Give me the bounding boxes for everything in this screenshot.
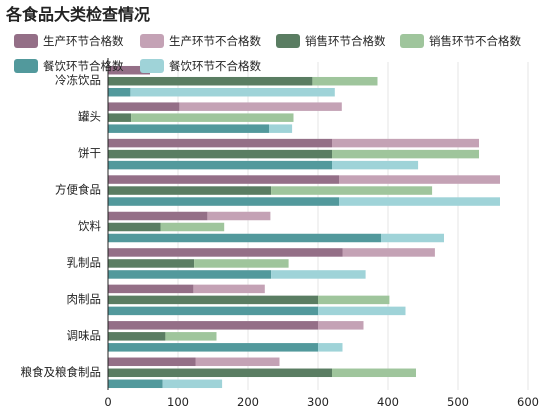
bar-item-3-cat-5[interactable] — [194, 259, 289, 268]
legend-label-1: 生产环节不合格数 — [169, 34, 261, 48]
legend-swatch-1 — [140, 34, 164, 48]
category-label-8: 粮食及粮食制品 — [21, 365, 102, 379]
bar-item-2-cat-1[interactable] — [108, 113, 132, 122]
bar-item-5-cat-8[interactable] — [162, 379, 223, 389]
bar-item-4-cat-8[interactable] — [108, 379, 163, 389]
legend-item-2[interactable]: 销售环节合格数 — [276, 34, 386, 48]
bar-item-5-cat-5[interactable] — [271, 270, 366, 279]
category-label-2: 饼干 — [78, 146, 101, 160]
legend-swatch-4 — [14, 59, 38, 73]
category-label-1: 罐头 — [78, 110, 101, 124]
legend-swatch-5 — [140, 59, 164, 73]
legend-item-1[interactable]: 生产环节不合格数 — [140, 34, 261, 48]
bar-item-1-cat-3[interactable] — [339, 175, 500, 184]
bar-item-0-cat-5[interactable] — [108, 248, 343, 257]
x-tick-label-500: 500 — [447, 395, 469, 409]
bar-item-2-cat-0[interactable] — [108, 76, 313, 86]
bar-item-1-cat-5[interactable] — [342, 248, 435, 257]
bar-item-4-cat-2[interactable] — [108, 160, 332, 170]
category-label-3: 方便食品 — [55, 183, 101, 197]
legend-label-3: 销售环节不合格数 — [429, 34, 521, 48]
bar-item-1-cat-6[interactable] — [193, 284, 265, 294]
legend-label-2: 销售环节合格数 — [305, 34, 386, 48]
bar-item-2-cat-2[interactable] — [108, 149, 332, 159]
bar-item-3-cat-7[interactable] — [165, 332, 217, 341]
bar-item-5-cat-4[interactable] — [381, 233, 444, 243]
category-label-5: 乳制品 — [67, 255, 102, 269]
bar-item-2-cat-3[interactable] — [108, 186, 272, 195]
category-label-0: 冷冻饮品 — [55, 73, 101, 87]
chart-title: 各食品大类检查情况 — [5, 5, 150, 24]
bar-item-0-cat-1[interactable] — [108, 102, 180, 111]
bar-item-4-cat-6[interactable] — [108, 306, 318, 316]
bar-item-5-cat-1[interactable] — [269, 124, 293, 133]
legend-label-5: 餐饮环节不合格数 — [169, 59, 261, 73]
bar-item-5-cat-6[interactable] — [318, 306, 406, 316]
bar-item-4-cat-3[interactable] — [108, 197, 339, 206]
bar-item-0-cat-6[interactable] — [108, 284, 194, 294]
bar-item-4-cat-4[interactable] — [108, 233, 381, 243]
bar-item-1-cat-8[interactable] — [195, 357, 280, 367]
bar-item-4-cat-1[interactable] — [108, 124, 269, 133]
bar-item-2-cat-5[interactable] — [108, 259, 195, 268]
bar-item-5-cat-0[interactable] — [130, 87, 335, 97]
legend-item-3[interactable]: 销售环节不合格数 — [400, 34, 521, 48]
bar-item-1-cat-4[interactable] — [207, 211, 271, 221]
legend-item-5[interactable]: 餐饮环节不合格数 — [140, 59, 261, 73]
bar-item-0-cat-2[interactable] — [108, 138, 332, 148]
bar-item-0-cat-8[interactable] — [108, 357, 196, 367]
bar-item-2-cat-6[interactable] — [108, 295, 318, 305]
bar-item-1-cat-1[interactable] — [179, 102, 342, 111]
bar-item-3-cat-1[interactable] — [131, 113, 294, 122]
bar-item-3-cat-6[interactable] — [318, 295, 390, 305]
bar-item-2-cat-4[interactable] — [108, 222, 161, 232]
x-tick-label-200: 200 — [237, 395, 259, 409]
category-label-6: 肉制品 — [67, 292, 102, 306]
bar-item-5-cat-7[interactable] — [318, 343, 343, 352]
legend-swatch-0 — [14, 34, 38, 48]
category-label-4: 饮料 — [78, 219, 101, 233]
legend-swatch-3 — [400, 34, 424, 48]
bar-item-3-cat-0[interactable] — [312, 76, 378, 86]
bar-item-1-cat-7[interactable] — [318, 321, 364, 330]
x-tick-label-100: 100 — [167, 395, 189, 409]
legend-label-0: 生产环节合格数 — [43, 34, 124, 48]
bar-item-3-cat-3[interactable] — [271, 186, 433, 195]
bar-item-5-cat-2[interactable] — [332, 160, 419, 170]
bar-item-4-cat-7[interactable] — [108, 343, 318, 352]
bar-item-0-cat-7[interactable] — [108, 321, 318, 330]
bar-item-0-cat-4[interactable] — [108, 211, 208, 221]
bar-item-3-cat-2[interactable] — [332, 149, 479, 159]
category-label-7: 调味品 — [67, 328, 102, 342]
legend-swatch-2 — [276, 34, 300, 48]
bar-item-4-cat-5[interactable] — [108, 270, 272, 279]
axis-layer: 0 100 200 300 400 500 600 冷冻饮品罐头饼干方便食品饮料乳制品肉制品调… — [21, 58, 539, 409]
bar-item-1-cat-2[interactable] — [332, 138, 479, 148]
x-tick-label-300: 300 — [307, 395, 329, 409]
legend-item-4[interactable]: 餐饮环节合格数 — [14, 59, 124, 73]
legend-label-4: 餐饮环节合格数 — [43, 59, 124, 73]
bar-item-5-cat-3[interactable] — [339, 197, 500, 206]
x-tick-label-0: 0 — [104, 395, 111, 409]
bar-item-2-cat-8[interactable] — [108, 368, 332, 378]
bar-item-0-cat-0[interactable] — [108, 65, 150, 75]
legend-item-0[interactable]: 生产环节合格数 — [14, 34, 124, 48]
bar-item-3-cat-4[interactable] — [160, 222, 225, 232]
bar-item-4-cat-0[interactable] — [108, 87, 131, 97]
bar-layer — [108, 65, 500, 389]
bar-item-0-cat-3[interactable] — [108, 175, 339, 184]
bar-item-3-cat-8[interactable] — [332, 368, 416, 378]
x-tick-label-400: 400 — [377, 395, 399, 409]
x-tick-label-600: 600 — [517, 395, 539, 409]
bar-item-2-cat-7[interactable] — [108, 332, 166, 341]
